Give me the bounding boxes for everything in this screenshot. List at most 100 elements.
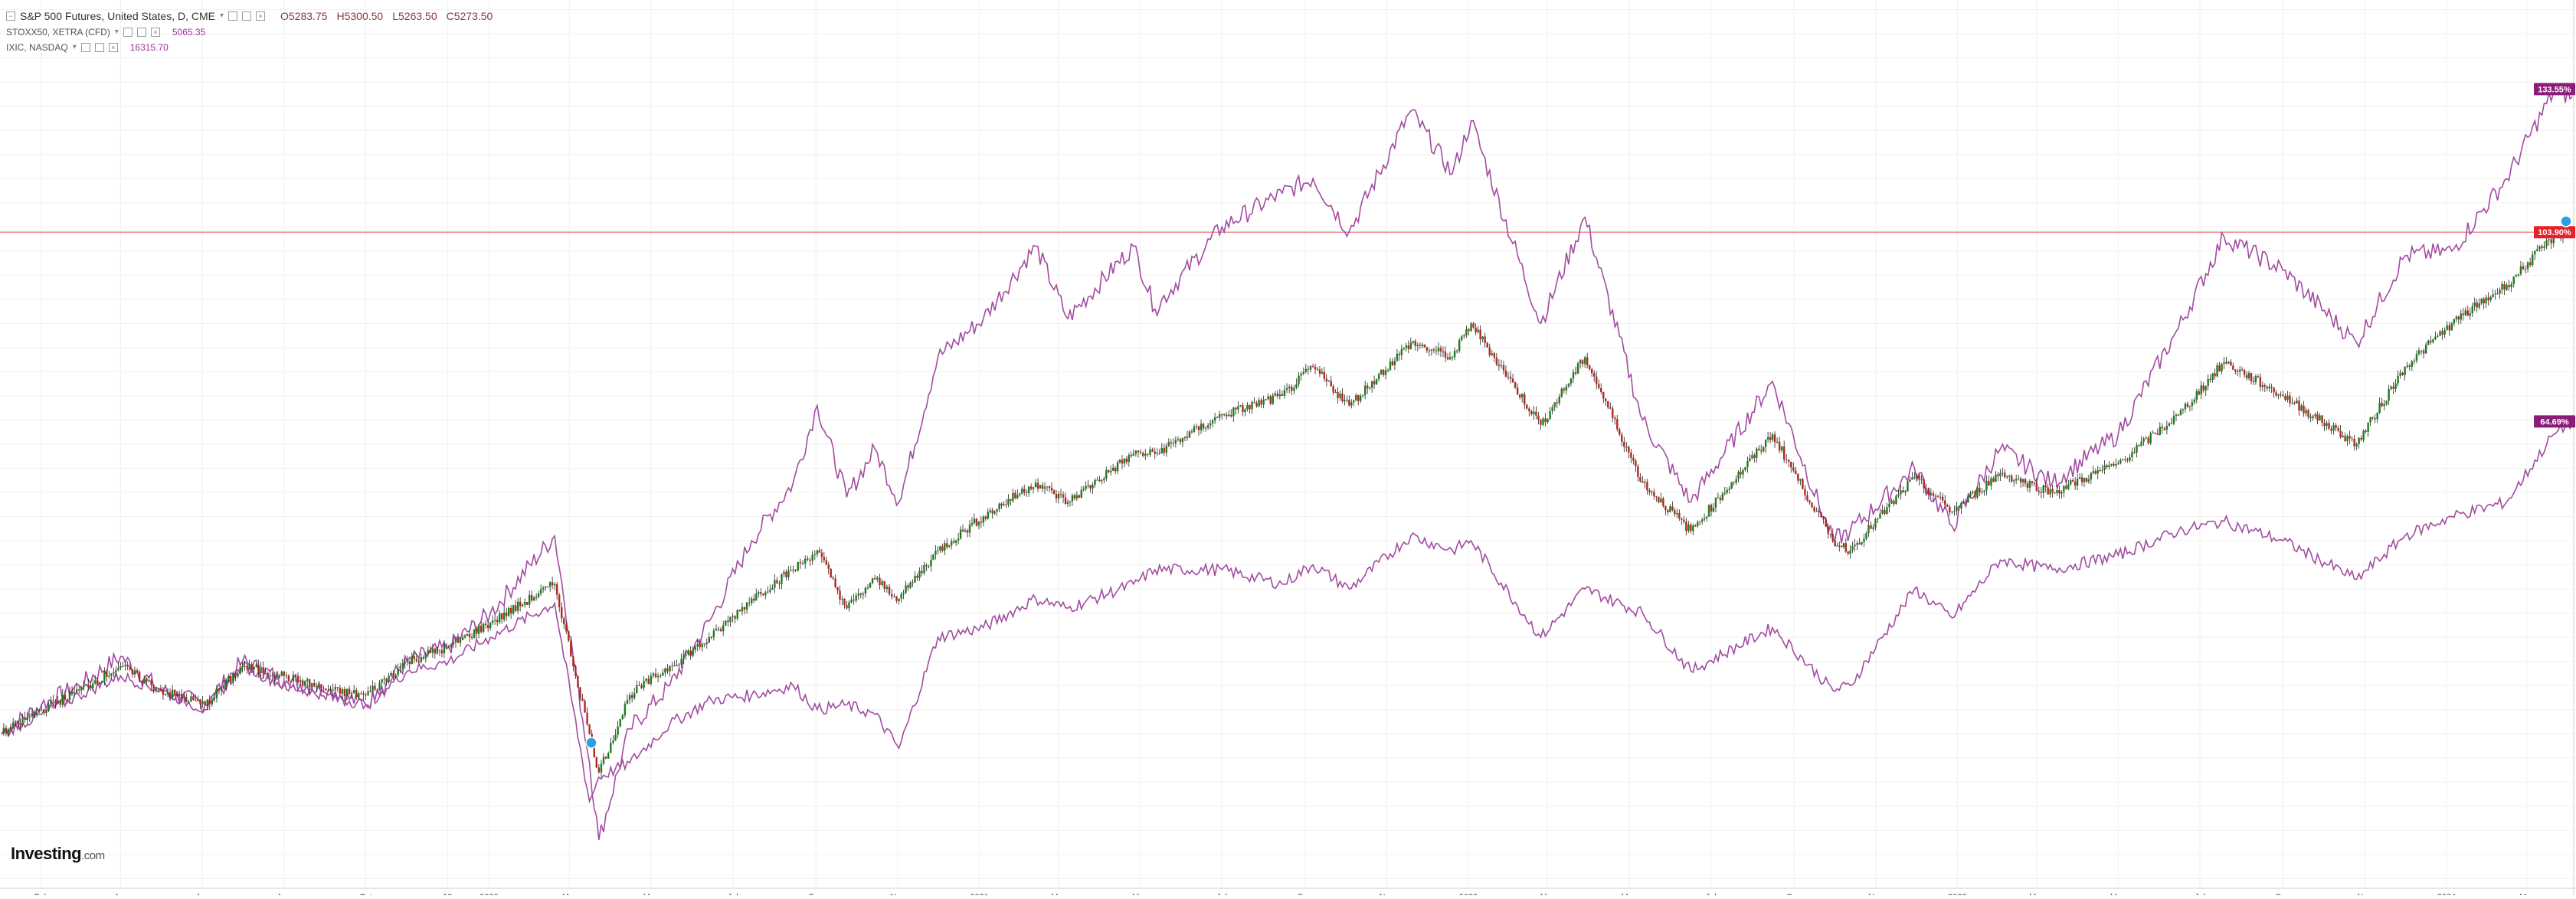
candle-body	[758, 592, 760, 594]
candle-body	[475, 629, 478, 634]
candle-body	[1206, 425, 1209, 428]
candle-body	[367, 691, 369, 695]
candle-body	[602, 757, 605, 764]
candle-body	[921, 570, 923, 574]
candle-body	[1764, 440, 1767, 447]
candle-body	[1863, 538, 1865, 542]
candle-body	[523, 602, 526, 605]
candle-body	[440, 650, 444, 654]
candle-body	[157, 688, 160, 689]
chevron-down-icon[interactable]: ▾	[114, 28, 119, 36]
candle-body	[619, 719, 621, 727]
candle-body	[563, 618, 565, 625]
candle-body	[1493, 353, 1496, 358]
visibility-icon[interactable]	[123, 28, 133, 37]
close-icon[interactable]: ×	[256, 11, 265, 21]
candle-body	[2282, 394, 2284, 396]
candle-body	[1820, 512, 1822, 518]
candle-body	[643, 680, 645, 688]
candle-body	[2024, 479, 2027, 484]
candle-body	[841, 598, 843, 600]
candle-body	[811, 554, 813, 561]
candle-body	[1014, 492, 1016, 499]
candle-body	[2042, 485, 2044, 493]
event-marker-icon[interactable]	[585, 737, 597, 749]
chevron-down-icon[interactable]: ▾	[219, 11, 224, 20]
candle-body	[1174, 440, 1177, 443]
candle-body	[864, 587, 867, 594]
candle-body	[662, 672, 664, 676]
candle-body	[1453, 351, 1456, 358]
candle-body	[505, 612, 508, 616]
candle-body	[2316, 414, 2319, 420]
candle-body	[1165, 446, 1167, 453]
close-icon[interactable]: ×	[108, 43, 118, 52]
candle-body	[1064, 497, 1067, 504]
candle-body	[2074, 481, 2077, 486]
candle-body	[482, 623, 485, 633]
candle-body	[1204, 427, 1207, 429]
candle-body	[1309, 366, 1312, 370]
candle-body	[1707, 505, 1710, 517]
candle-body	[507, 607, 510, 616]
candle-body	[1472, 323, 1475, 328]
candle-body	[1041, 485, 1044, 489]
legend-series-nasdaq[interactable]: IXIC, NASDAQ ▾ × 16315.70	[6, 40, 493, 55]
close-icon[interactable]: ×	[150, 28, 160, 37]
visibility-icon[interactable]	[80, 43, 90, 52]
candle-body	[1776, 441, 1779, 443]
price-badge: 103.90%	[2534, 226, 2575, 239]
event-marker-icon[interactable]	[2560, 215, 2572, 227]
candle-body	[250, 663, 253, 670]
candle-body	[1373, 381, 1376, 384]
candle-body	[122, 665, 124, 667]
candle-body	[2437, 335, 2439, 337]
candle-body	[2122, 459, 2124, 461]
candle-body	[2247, 372, 2250, 378]
candle-body	[264, 673, 267, 675]
candle-body	[5, 727, 8, 734]
candle-body	[2532, 254, 2534, 266]
candle-body	[2035, 482, 2038, 492]
candle-body	[237, 673, 239, 677]
investing-logo[interactable]: Investing.com	[11, 844, 105, 864]
chevron-down-icon[interactable]: ▾	[72, 43, 77, 51]
candle-body	[760, 592, 762, 594]
candle-body	[2126, 459, 2129, 461]
candle-body	[1101, 480, 1103, 482]
candle-body	[358, 693, 360, 698]
candle-body	[1588, 365, 1591, 370]
candle-body	[2443, 330, 2446, 335]
candle-body	[553, 584, 556, 586]
settings-icon[interactable]	[94, 43, 104, 52]
candle-body	[561, 607, 563, 619]
legend-series-value: 5065.35	[172, 27, 206, 38]
candle-body	[1907, 481, 1909, 492]
candle-body	[431, 649, 434, 653]
candle-body	[1021, 489, 1023, 494]
candle-body	[1118, 459, 1121, 463]
candle-body	[316, 686, 318, 688]
candle-body	[2047, 487, 2049, 495]
legend-series-stoxx[interactable]: STOXX50, XETRA (CFD) ▾ × 5065.35	[6, 25, 493, 40]
collapse-icon[interactable]: −	[6, 11, 15, 21]
candle-body	[1804, 489, 1806, 495]
candle-body	[1840, 545, 1843, 548]
candle-body	[1786, 459, 1788, 461]
candle-body	[1790, 461, 1792, 468]
candle-body	[1628, 446, 1630, 453]
candle-body	[1744, 467, 1746, 471]
visibility-icon[interactable]	[228, 11, 237, 21]
candle-body	[119, 666, 122, 669]
candle-body	[2378, 402, 2381, 414]
candle-body	[855, 595, 857, 601]
legend-main[interactable]: − S&P 500 Futures, United States, D, CME…	[6, 8, 493, 25]
candle-body	[1216, 417, 1219, 418]
settings-icon[interactable]	[136, 28, 146, 37]
settings-icon[interactable]	[242, 11, 251, 21]
candle-body	[652, 673, 655, 676]
candle-body	[1576, 363, 1579, 374]
candle-body	[2085, 478, 2088, 482]
candle-body	[2446, 325, 2448, 331]
candle-body	[1962, 501, 1965, 503]
